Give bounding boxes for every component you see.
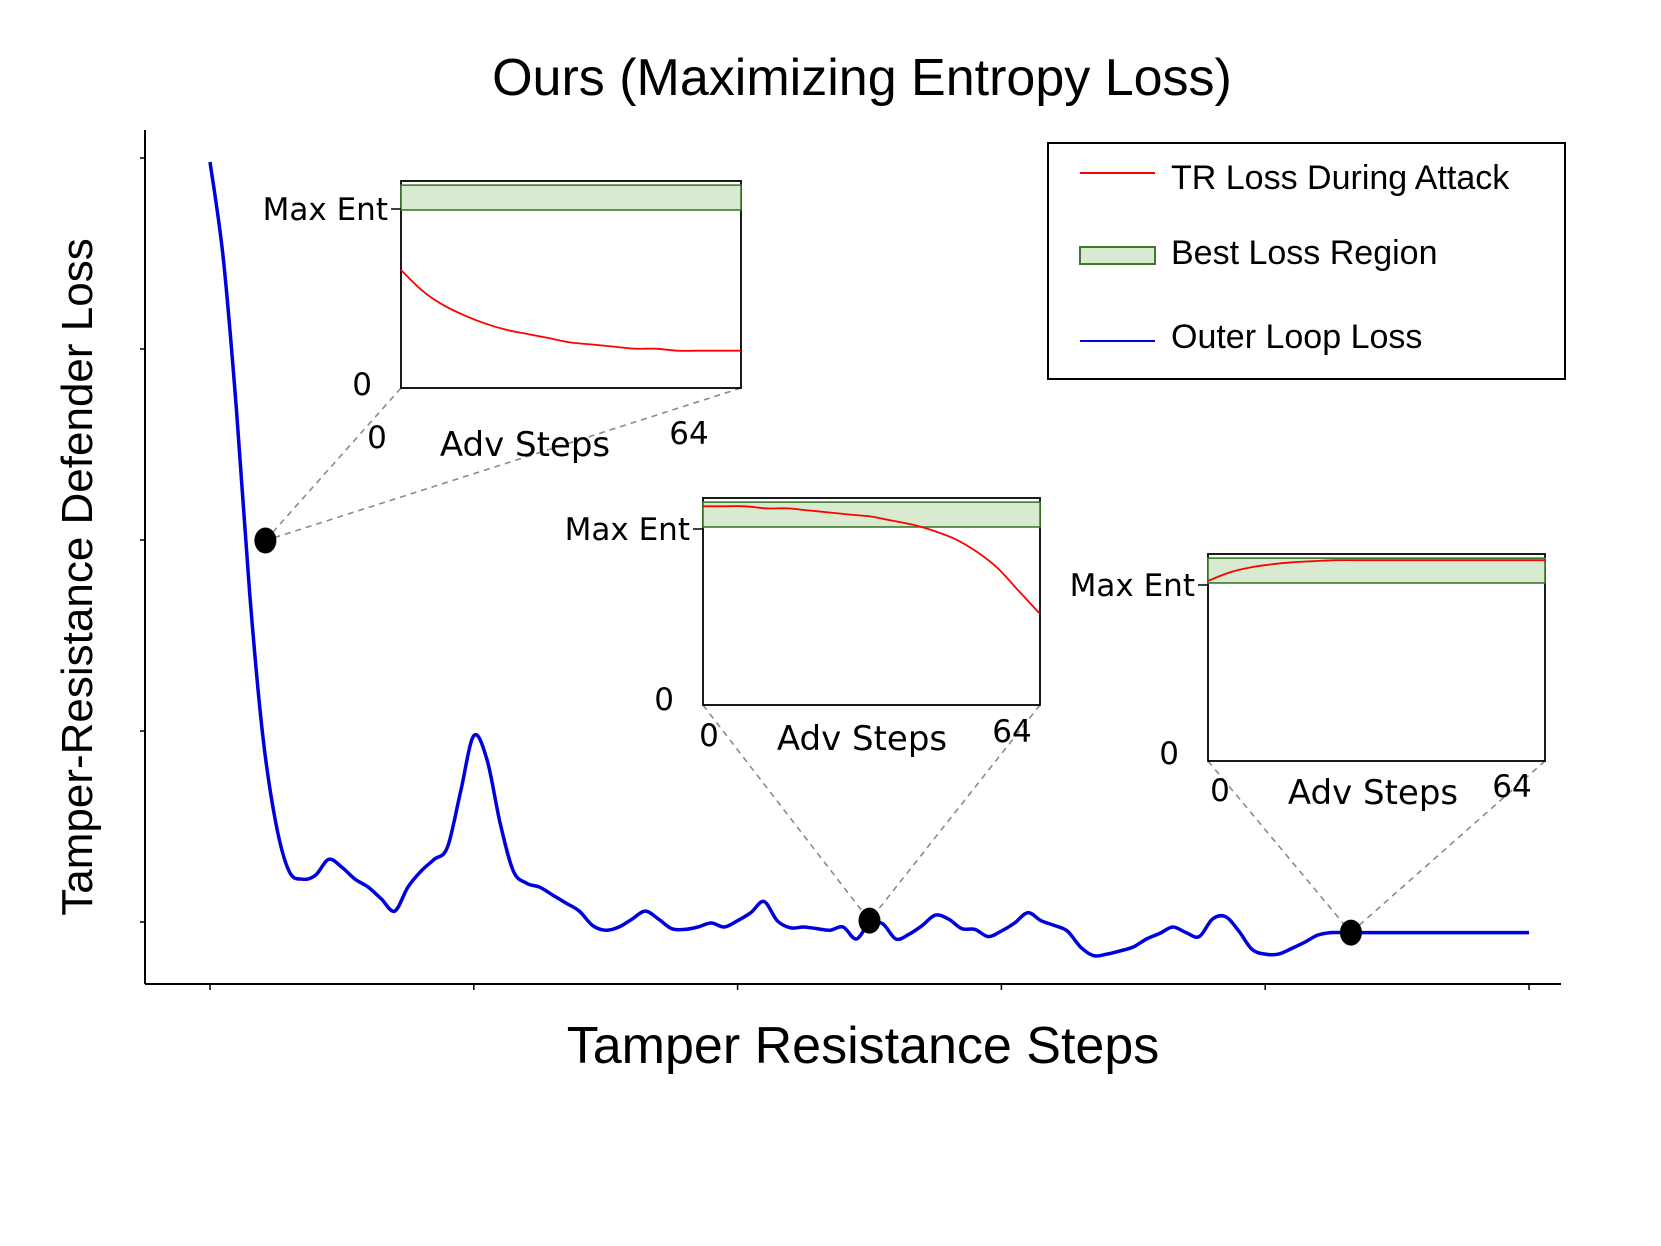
- legend-swatch-best-region: [1079, 246, 1156, 265]
- legend-label-outer-loss: Outer Loop Loss: [1171, 318, 1422, 356]
- chart-title: Ours (Maximizing Entropy Loss): [492, 49, 1232, 107]
- inset-chart-1: Max Ent 0 0 64 Adv Steps: [263, 180, 742, 465]
- zoom-connector-line: [868, 704, 1041, 922]
- y-axis-label: Tamper-Resistance Defender Loss: [53, 238, 102, 915]
- legend-label-best-region: Best Loss Region: [1171, 234, 1438, 272]
- legend-label-tr-loss: TR Loss During Attack: [1171, 159, 1510, 197]
- inset-chart-3: Max Ent 00 64 Adv Steps: [1070, 553, 1546, 813]
- inset-zero-label: 0: [654, 682, 674, 718]
- inset-zero-label: 0: [1159, 736, 1179, 772]
- zoom-connector-line: [264, 387, 402, 542]
- x-axis-ticks: [209, 984, 1530, 990]
- inset-max-ent-label: Max Ent: [1070, 568, 1195, 604]
- zoom-connector-line: [1207, 760, 1352, 934]
- tr-loss-curve: [702, 505, 1041, 615]
- inset-frame: [400, 180, 742, 389]
- inset-x-tick-64: 64: [1492, 769, 1531, 805]
- zoom-connectors: [264, 387, 1546, 934]
- inset-x-tick-64: 64: [992, 714, 1031, 750]
- inset-x-axis-label: Adv Steps: [1288, 773, 1458, 813]
- inset-max-ent-label: Max Ent: [565, 512, 690, 548]
- inset-chart-2: Max Ent 00 64 Adv Steps: [565, 497, 1041, 759]
- inset-x-axis-label: Adv Steps: [777, 719, 947, 759]
- inset-x-tick-0: 0: [699, 718, 719, 754]
- marker-point: [254, 527, 277, 554]
- marker-point: [1339, 919, 1362, 946]
- inset-x-axis-label: Adv Steps: [440, 425, 610, 465]
- inset-frame: [702, 497, 1041, 706]
- inset-zero-label: 0: [352, 367, 372, 403]
- best-loss-region-band: [1207, 557, 1546, 584]
- best-loss-region-band: [702, 501, 1041, 528]
- marker-points: [254, 527, 1362, 946]
- main-axes: [140, 130, 1561, 990]
- inset-x-tick-0: 0: [367, 420, 387, 456]
- legend: TR Loss During Attack Best Loss Region O…: [1047, 142, 1566, 380]
- zoom-connector-line: [702, 704, 871, 922]
- series-layer: [208, 161, 1529, 958]
- inset-max-ent-label: Max Ent: [263, 192, 388, 228]
- y-axis-ticks: [140, 157, 145, 923]
- inset-x-tick-64: 64: [669, 416, 708, 452]
- tr-loss-curve: [400, 269, 741, 352]
- marker-point: [858, 907, 881, 934]
- series-line-outer-loop-loss: [208, 161, 1529, 958]
- inset-frame: [1207, 553, 1546, 762]
- inset-x-tick-0: 0: [1210, 773, 1230, 809]
- x-axis-label: Tamper Resistance Steps: [567, 1017, 1160, 1075]
- best-loss-region-band: [400, 184, 742, 211]
- tr-loss-curve: [1207, 559, 1545, 582]
